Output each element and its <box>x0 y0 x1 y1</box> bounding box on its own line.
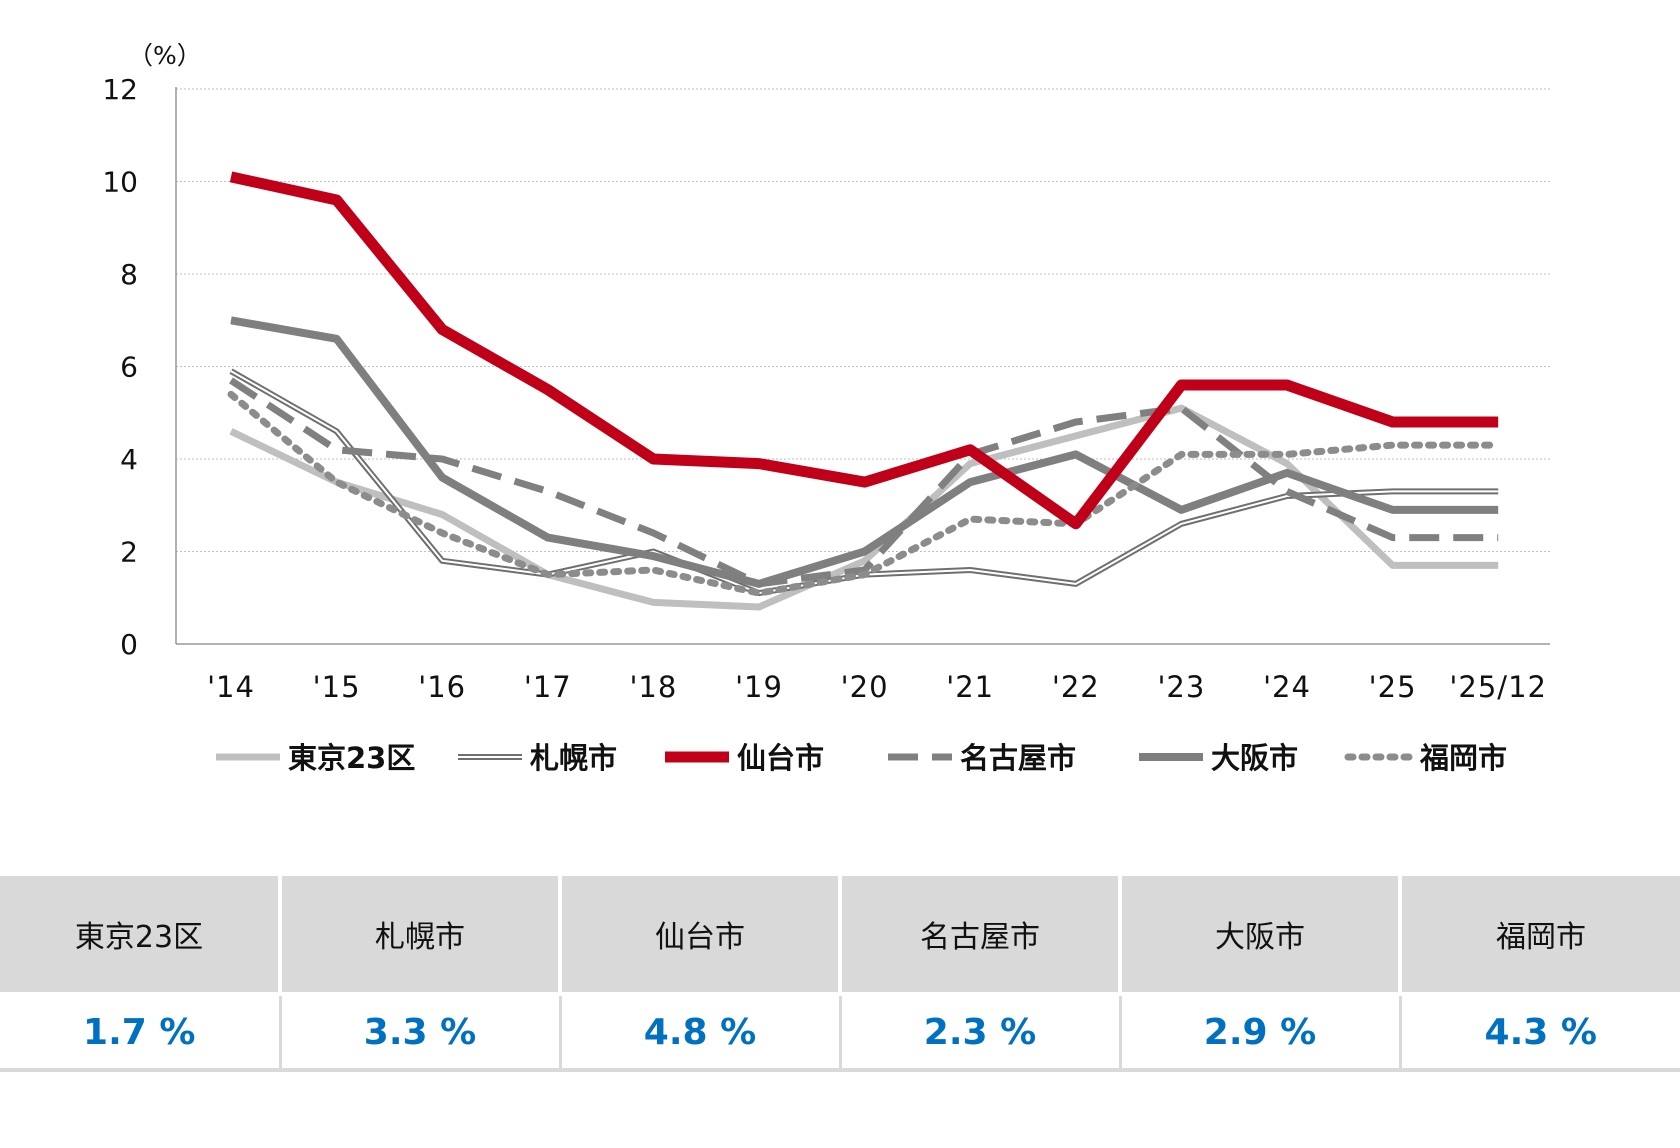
x-tick-label: '16 <box>418 670 466 704</box>
table-value-cell: 4.3 % <box>1400 994 1680 1070</box>
y-tick-label: 4 <box>120 443 138 476</box>
axes <box>175 87 1550 645</box>
summary-table: 東京23区 札幌市 仙台市 名古屋市 大阪市 福岡市 1.7 % 3.3 % 4… <box>0 876 1680 1072</box>
table-value-cell: 2.9 % <box>1120 994 1402 1070</box>
legend-label: 札幌市 <box>530 741 617 775</box>
x-tick-label: '21 <box>946 670 994 704</box>
x-tick-label: '25/12 <box>1449 670 1547 704</box>
x-tick-label: '17 <box>524 670 572 704</box>
x-axis-ticks: '14 '15 '16 '17 '18 '19 '20 '21 '22 '23 '24 '25 '25/… <box>207 670 1547 704</box>
legend: 東京23区 札幌市 仙台市 名古屋市 大阪市 福岡市 <box>216 741 1507 775</box>
series-line <box>230 316 1499 588</box>
y-tick-label: 0 <box>120 628 138 661</box>
series-line <box>227 390 1502 597</box>
table-header-cell: 大阪市 <box>1120 876 1402 996</box>
y-tick-label: 6 <box>120 351 138 384</box>
series-line <box>229 171 1499 530</box>
table-value-row: 1.7 % 3.3 % 4.8 % 2.3 % 2.9 % 4.3 % <box>0 994 1680 1070</box>
y-tick-label: 12 <box>102 73 138 106</box>
table-header-cell: 東京23区 <box>0 876 282 996</box>
legend-label: 仙台市 <box>737 741 824 775</box>
table-header-cell: 札幌市 <box>280 876 562 996</box>
y-tick-label: 8 <box>120 258 138 291</box>
y-axis-unit-label: （%） <box>128 41 202 70</box>
table-header-row: 東京23区 札幌市 仙台市 名古屋市 大阪市 福岡市 <box>0 876 1680 996</box>
x-tick-label: '22 <box>1052 670 1100 704</box>
x-tick-label: '20 <box>841 670 889 704</box>
table-value-cell: 3.3 % <box>280 994 562 1070</box>
y-tick-label: 2 <box>120 536 138 569</box>
x-tick-label: '15 <box>313 670 361 704</box>
x-tick-label: '23 <box>1157 670 1205 704</box>
x-tick-label: '18 <box>629 670 677 704</box>
line-chart: （%） 0 2 4 6 8 10 12 '14 '15 '16 '17 '18 '19 '20 '21 '2… <box>102 41 1550 775</box>
legend-label: 名古屋市 <box>960 741 1076 775</box>
x-tick-label: '25 <box>1369 670 1417 704</box>
y-tick-label: 10 <box>102 166 138 199</box>
legend-label: 大阪市 <box>1211 741 1298 775</box>
series-line <box>229 404 1499 611</box>
series-line <box>229 377 1499 588</box>
table-header-cell: 福岡市 <box>1400 876 1680 996</box>
x-tick-label: '14 <box>207 670 255 704</box>
table-value-cell: 1.7 % <box>0 994 282 1070</box>
x-tick-label: '19 <box>735 670 783 704</box>
y-axis-ticks: 0 2 4 6 8 10 12 <box>102 73 138 661</box>
table-value-cell: 4.8 % <box>560 994 842 1070</box>
series-lines <box>227 171 1502 611</box>
table-header-cell: 仙台市 <box>560 876 842 996</box>
legend-label: 福岡市 <box>1419 741 1507 775</box>
legend-label: 東京23区 <box>288 741 415 775</box>
x-tick-label: '24 <box>1263 670 1311 704</box>
table-value-cell: 2.3 % <box>840 994 1122 1070</box>
table-header-cell: 名古屋市 <box>840 876 1122 996</box>
